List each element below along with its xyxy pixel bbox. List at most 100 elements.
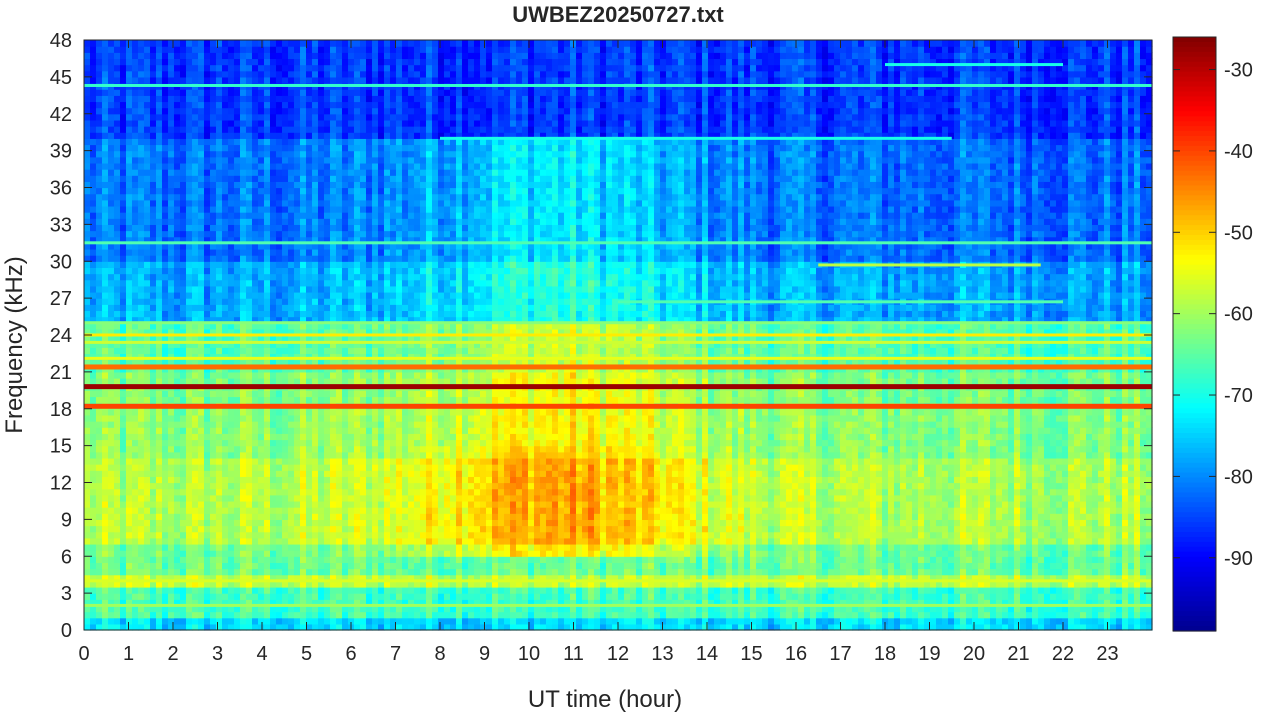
heatmap-cell (348, 157, 355, 164)
heatmap-cell (390, 89, 397, 96)
heatmap-cell (330, 427, 337, 434)
heatmap-cell (330, 526, 337, 533)
heatmap-cell (180, 446, 187, 453)
heatmap-cell (210, 513, 217, 520)
heatmap-cell (282, 378, 289, 385)
heatmap-cell (336, 569, 343, 576)
heatmap-cell (264, 519, 271, 526)
heatmap-cell (312, 108, 319, 115)
heatmap-cell (144, 52, 151, 59)
heatmap-cell (90, 58, 97, 65)
heatmap-cell (156, 427, 163, 434)
heatmap-cell (150, 255, 157, 262)
heatmap-cell (228, 556, 235, 563)
heatmap-cell (150, 433, 157, 440)
heatmap-cell (234, 409, 241, 416)
heatmap-cell (252, 132, 259, 139)
heatmap-cell (324, 476, 331, 483)
heatmap-cell (228, 458, 235, 465)
heatmap-cell (228, 495, 235, 502)
heatmap-cell (390, 476, 397, 483)
heatmap-cell (216, 452, 223, 459)
heatmap-cell (108, 218, 115, 225)
heatmap-cell (348, 519, 355, 526)
heatmap-cell (264, 618, 271, 625)
heatmap-cell (96, 587, 103, 594)
heatmap-cell (384, 181, 391, 188)
heatmap-cell (168, 452, 175, 459)
heatmap-cell (156, 495, 163, 502)
heatmap-cell (90, 46, 97, 53)
heatmap-cell (156, 390, 163, 397)
heatmap-cell (390, 132, 397, 139)
heatmap-cell (204, 409, 211, 416)
heatmap-cell (282, 304, 289, 311)
heatmap-cell (258, 556, 265, 563)
heatmap-cell (270, 427, 277, 434)
heatmap-cell (180, 224, 187, 231)
heatmap-cell (222, 310, 229, 317)
heatmap-cell (174, 495, 181, 502)
heatmap-cell (210, 181, 217, 188)
heatmap-cell (222, 526, 229, 533)
heatmap-cell (240, 298, 247, 305)
heatmap-cell (306, 483, 313, 490)
heatmap-cell (192, 255, 199, 262)
heatmap-cell (300, 507, 307, 514)
heatmap-cell (342, 347, 349, 354)
heatmap-cell (282, 452, 289, 459)
heatmap-cell (174, 501, 181, 508)
heatmap-cell (84, 89, 91, 96)
heatmap-cell (360, 532, 367, 539)
heatmap-cell (384, 224, 391, 231)
heatmap-cell (114, 396, 121, 403)
heatmap-cell (198, 587, 205, 594)
heatmap-cell (156, 304, 163, 311)
heatmap-cell (240, 513, 247, 520)
heatmap-cell (294, 267, 301, 274)
heatmap-cell (270, 372, 277, 379)
heatmap-cell (192, 77, 199, 84)
heatmap-cell (120, 144, 127, 151)
heatmap-cell (288, 249, 295, 256)
heatmap-cell (162, 569, 169, 576)
heatmap-cell (132, 274, 139, 281)
heatmap-cell (342, 114, 349, 121)
heatmap-cell (378, 458, 385, 465)
heatmap-cell (126, 95, 133, 102)
heatmap-cell (264, 538, 271, 545)
heatmap-cell (174, 101, 181, 108)
heatmap-cell (258, 347, 265, 354)
heatmap-cell (294, 194, 301, 201)
heatmap-cell (228, 452, 235, 459)
heatmap-cell (180, 390, 187, 397)
heatmap-cell (120, 71, 127, 78)
heatmap-cell (312, 593, 319, 600)
heatmap-cell (294, 495, 301, 502)
heatmap-cell (300, 464, 307, 471)
heatmap-cell (180, 513, 187, 520)
heatmap-cell (330, 587, 337, 594)
heatmap-cell (354, 452, 361, 459)
heatmap-cell (108, 188, 115, 195)
heatmap-cell (282, 71, 289, 78)
heatmap-cell (174, 439, 181, 446)
heatmap-cell (252, 231, 259, 238)
heatmap-cell (318, 231, 325, 238)
heatmap-cell (372, 587, 379, 594)
heatmap-cell (360, 286, 367, 293)
heatmap-cell (306, 470, 313, 477)
heatmap-cell (120, 138, 127, 145)
heatmap-cell (132, 433, 139, 440)
heatmap-cell (252, 390, 259, 397)
heatmap-cell (174, 526, 181, 533)
heatmap-cell (126, 181, 133, 188)
heatmap-cell (294, 483, 301, 490)
heatmap-cell (288, 347, 295, 354)
heatmap-cell (366, 618, 373, 625)
heatmap-cell (246, 224, 253, 231)
heatmap-cell (324, 310, 331, 317)
heatmap-cell (288, 157, 295, 164)
heatmap-cell (168, 519, 175, 526)
heatmap-cell (318, 52, 325, 59)
